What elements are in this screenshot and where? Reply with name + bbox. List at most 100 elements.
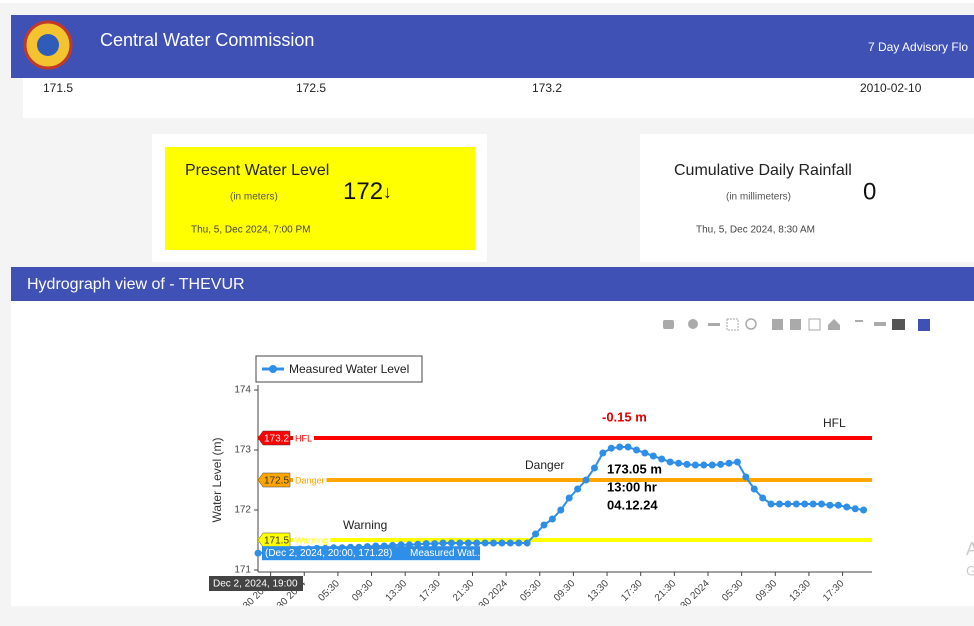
reference-flag [257, 430, 291, 446]
data-point [733, 458, 741, 466]
card [640, 134, 974, 262]
data-point [548, 515, 556, 523]
data-point [700, 461, 708, 469]
info-value: 172.5 [296, 81, 326, 95]
logo-center [37, 34, 59, 56]
tool-icon[interactable] [663, 320, 674, 329]
info-value: 173.2 [532, 81, 562, 95]
data-point [490, 539, 498, 547]
reference-flag [257, 472, 291, 488]
tool-icon[interactable] [808, 318, 821, 331]
reference-label: HFL [295, 433, 312, 443]
header-bar [11, 15, 974, 78]
reference-label-bg [293, 433, 315, 444]
data-point [826, 501, 834, 509]
reference-value: 171.5 [264, 536, 289, 547]
y-tick-label: 172 [234, 505, 251, 516]
data-point [515, 539, 523, 547]
data-point [565, 494, 573, 502]
data-point [624, 443, 632, 451]
data-point [523, 539, 531, 547]
reference-label-bg [293, 475, 327, 486]
card-time: Thu, 5, Dec 2024, 7:00 PM [191, 225, 311, 236]
value: 172 [343, 178, 383, 205]
card-title: Cumulative Daily Rainfall [674, 162, 852, 179]
y-tick-label: 173 [234, 445, 251, 456]
data-point [254, 549, 262, 557]
data-point [481, 539, 489, 547]
annotation: Danger [525, 458, 564, 472]
reference-value: 173.2 [264, 434, 289, 445]
data-point [607, 444, 615, 452]
card-value: 0 [863, 178, 876, 205]
reference-label: Warning [295, 535, 328, 545]
nav-link[interactable]: 7 Day Advisory Flo [868, 40, 968, 54]
tool-icon[interactable] [790, 319, 801, 330]
side-text: G [966, 563, 974, 579]
hover-x-label: Dec 2, 2024, 19:00 [213, 579, 298, 590]
y-tick-label: 174 [234, 385, 251, 396]
data-point [557, 506, 565, 514]
tool-icon[interactable] [708, 323, 720, 326]
annotation: 04.12.24 [607, 497, 658, 512]
data-point [834, 501, 842, 509]
annotation: -0.15 m [602, 409, 647, 424]
y-tick-label: 171 [234, 565, 251, 576]
top-strip [0, 0, 974, 3]
annotation: 13:00 hr [607, 479, 657, 494]
data-point [759, 494, 767, 502]
tool-icon[interactable] [688, 319, 698, 329]
hover-series: Measured Wat... [410, 548, 483, 559]
data-point [456, 539, 464, 547]
annotation: 173.05 m [607, 461, 662, 476]
data-point [843, 503, 851, 511]
tool-icon[interactable] [892, 319, 905, 330]
hover-box [262, 546, 480, 561]
data-point [632, 446, 640, 454]
data-point [414, 540, 422, 548]
reference-value: 172.5 [264, 476, 289, 487]
data-point [422, 540, 430, 548]
data-point [675, 459, 683, 467]
tool-icon[interactable] [745, 318, 757, 330]
data-point [742, 473, 750, 481]
toolbar [663, 318, 930, 331]
data-point [708, 461, 716, 469]
section-bar [11, 267, 974, 301]
data-point [473, 539, 481, 547]
data-point [775, 500, 783, 508]
data-point [717, 460, 725, 468]
data-point [851, 505, 859, 513]
data-point [666, 458, 674, 466]
data-point [641, 449, 649, 457]
tool-icon[interactable] [855, 320, 863, 322]
legend-label: Measured Water Level [289, 362, 409, 376]
reference-flag [257, 532, 291, 548]
data-point [691, 461, 699, 469]
data-point [439, 539, 447, 547]
trend: ↓ [383, 182, 392, 202]
footer-strip [0, 606, 974, 626]
card-unit: (in millimeters) [726, 192, 791, 203]
data-point [683, 460, 691, 468]
card-unit: (in meters) [230, 192, 278, 203]
tool-icon[interactable] [772, 319, 783, 330]
tool-icon[interactable] [918, 319, 930, 331]
data-point [750, 485, 758, 493]
info-card [23, 78, 974, 118]
data-point [574, 485, 582, 493]
data-point [809, 500, 817, 508]
data-point [590, 464, 598, 472]
annotation: HFL [823, 416, 846, 430]
hover-x-box [209, 576, 303, 591]
reference-label-bg [293, 535, 331, 546]
data-point [616, 443, 624, 451]
data-point [792, 500, 800, 508]
info-value: 2010-02-10 [860, 81, 922, 95]
data-point [498, 539, 506, 547]
tool-icon[interactable] [828, 319, 840, 330]
tool-icon[interactable] [726, 318, 739, 331]
data-point [431, 540, 439, 548]
data-point [464, 539, 472, 547]
tool-icon[interactable] [874, 322, 886, 326]
